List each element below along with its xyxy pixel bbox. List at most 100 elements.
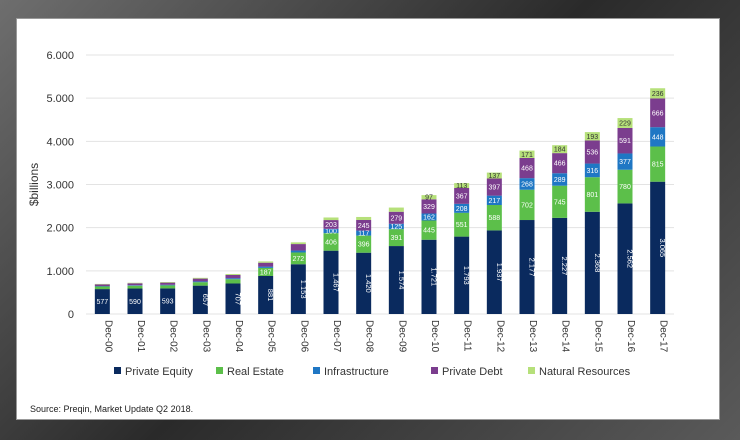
bar-segment bbox=[127, 285, 143, 286]
bar-segment bbox=[552, 185, 568, 218]
bar-segment bbox=[225, 278, 241, 280]
data-label: 801 bbox=[586, 192, 598, 199]
bar-segment bbox=[192, 277, 208, 279]
data-label: 448 bbox=[652, 134, 664, 141]
data-label: 137 bbox=[488, 173, 500, 180]
y-axis-label: $billions bbox=[27, 163, 41, 206]
bar-segment bbox=[519, 157, 535, 179]
x-tick-label: Dec-08 bbox=[364, 320, 375, 353]
data-label: 2.227 bbox=[560, 257, 569, 276]
bar-segment bbox=[650, 181, 666, 314]
data-label: 2.368 bbox=[593, 254, 602, 273]
bar-segment bbox=[519, 178, 535, 190]
data-label: 162 bbox=[423, 215, 435, 222]
bar-segment bbox=[192, 281, 208, 283]
x-tick-label: Dec-06 bbox=[298, 320, 309, 353]
data-label: 279 bbox=[390, 215, 402, 222]
data-label: 193 bbox=[586, 134, 598, 141]
data-label: 406 bbox=[325, 239, 337, 246]
x-tick-label: Dec-11 bbox=[462, 320, 473, 352]
data-label: 184 bbox=[554, 147, 566, 154]
data-label: 536 bbox=[586, 149, 598, 156]
chart-panel: 0 1.000 2.000 3.000 4.000 5.000 6.000 $billions… bbox=[16, 18, 720, 420]
x-tick-label: Dec-17 bbox=[658, 320, 669, 353]
bar-segment bbox=[192, 278, 208, 282]
data-label: 1.153 bbox=[299, 280, 308, 299]
x-tick-label: Dec-13 bbox=[527, 320, 538, 353]
data-label: 329 bbox=[423, 204, 435, 211]
bar-segment bbox=[486, 172, 502, 179]
legend-label: Private Debt bbox=[442, 366, 503, 378]
data-label: 377 bbox=[619, 159, 631, 166]
bar-segment bbox=[127, 285, 143, 289]
y-tick-label: 4.000 bbox=[46, 136, 74, 148]
data-label: 445 bbox=[423, 228, 435, 235]
bar-segment bbox=[584, 177, 600, 212]
bar-segment bbox=[617, 118, 633, 128]
data-label: 593 bbox=[162, 299, 174, 306]
bar-segment bbox=[323, 220, 339, 229]
x-tick-label: Dec-02 bbox=[168, 320, 179, 353]
data-label: 316 bbox=[586, 168, 598, 175]
bar-segment bbox=[617, 203, 633, 314]
bar-segment bbox=[421, 199, 437, 214]
data-label: 780 bbox=[619, 184, 631, 191]
data-label: 289 bbox=[554, 177, 566, 184]
bar-segment bbox=[584, 163, 600, 178]
data-label: 1.793 bbox=[462, 266, 471, 285]
bar-segment bbox=[160, 288, 176, 314]
bar-segment bbox=[650, 88, 666, 99]
legend-swatch bbox=[528, 367, 535, 374]
data-label: 3.065 bbox=[658, 238, 667, 257]
legend-label: Private Equity bbox=[125, 366, 193, 378]
bar-segment bbox=[258, 261, 274, 263]
bar-segment bbox=[160, 285, 176, 289]
y-tick-label: 2.000 bbox=[46, 223, 74, 235]
bar-segment bbox=[356, 216, 372, 220]
bar-segment bbox=[650, 146, 666, 182]
bar-segment bbox=[519, 189, 535, 221]
bar-segment bbox=[584, 140, 600, 164]
data-label: 125 bbox=[390, 224, 402, 231]
bar-segment bbox=[290, 242, 306, 245]
bar-segment bbox=[356, 252, 372, 314]
bar-segment bbox=[388, 229, 404, 247]
data-label: 217 bbox=[488, 198, 500, 205]
data-label: 268 bbox=[521, 181, 533, 188]
data-label: 588 bbox=[488, 215, 500, 222]
bar-segment bbox=[258, 267, 274, 276]
data-label: 97 bbox=[425, 195, 433, 202]
x-tick-label: Dec-09 bbox=[396, 320, 407, 353]
bar-segment bbox=[388, 246, 404, 314]
data-label: 229 bbox=[619, 121, 631, 128]
data-label: 707 bbox=[234, 292, 243, 305]
data-label: 591 bbox=[619, 138, 631, 145]
bar-segment bbox=[552, 153, 568, 174]
x-tick-label: Dec-01 bbox=[135, 320, 146, 353]
x-tick-label: Dec-12 bbox=[494, 320, 505, 353]
data-label: 208 bbox=[456, 206, 468, 213]
data-label: 396 bbox=[358, 242, 370, 249]
y-tick-label: 0 bbox=[68, 309, 74, 321]
data-label: 397 bbox=[488, 185, 500, 192]
bar-segment bbox=[127, 283, 143, 286]
bar-segment bbox=[258, 266, 274, 268]
data-label: 1.721 bbox=[430, 267, 439, 286]
stacked-bar-chart: 0 1.000 2.000 3.000 4.000 5.000 6.000 $billions… bbox=[27, 50, 674, 378]
bar-segment bbox=[127, 288, 143, 314]
bar-segment bbox=[584, 211, 600, 314]
bar-segment bbox=[421, 220, 437, 240]
bar-segment bbox=[160, 282, 176, 285]
data-label: 702 bbox=[521, 202, 533, 209]
x-tick-label: Dec-04 bbox=[233, 320, 244, 353]
y-tick-label: 3.000 bbox=[46, 180, 74, 192]
data-label: 113 bbox=[456, 183, 467, 190]
data-label: 245 bbox=[358, 223, 370, 230]
data-label: 1.937 bbox=[495, 263, 504, 282]
legend-swatch bbox=[313, 367, 320, 374]
x-tick-label: Dec-00 bbox=[102, 320, 113, 353]
bar-segment bbox=[388, 207, 404, 212]
data-label: 1.574 bbox=[397, 271, 406, 290]
data-label: 815 bbox=[652, 162, 664, 169]
data-label: 577 bbox=[96, 299, 108, 306]
